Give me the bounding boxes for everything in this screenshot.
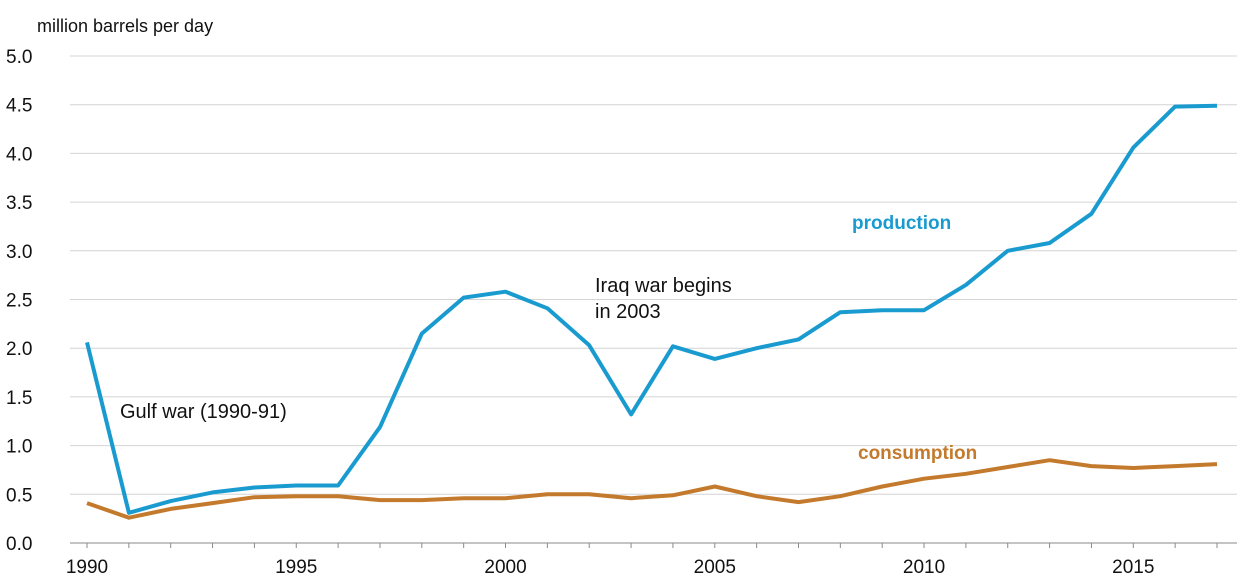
x-tick-label: 2015	[1112, 557, 1154, 578]
y-tick-label: 4.5	[6, 96, 32, 117]
x-tick-label: 1995	[275, 557, 317, 578]
annotation-iraq-war-line2: in 2003	[595, 301, 661, 323]
series-line-consumption	[86, 458, 1218, 520]
y-tick-label: 2.5	[6, 291, 32, 312]
x-tick-label: 2000	[484, 557, 526, 578]
y-axis-unit-label: million barrels per day	[37, 16, 213, 36]
y-tick-label: 1.5	[6, 388, 32, 409]
x-tick-label: 2010	[903, 557, 945, 578]
y-tick-label: 1.0	[6, 437, 32, 458]
x-tick-label: 1990	[66, 557, 108, 578]
annotation-gulf-war: Gulf war (1990-91)	[120, 401, 287, 423]
gridlines	[70, 55, 1237, 544]
series-label-production: production	[852, 213, 951, 234]
x-tick-label: 2005	[694, 557, 736, 578]
y-tick-label: 4.0	[6, 144, 32, 165]
y-tick-label: 2.0	[6, 339, 32, 360]
y-axis-ticks: 0.0 0.5 1.0 1.5 2.0 2.5 3.0 3.5 4.0 4.5 5.0	[6, 47, 32, 555]
y-tick-label: 0.0	[6, 534, 32, 555]
y-tick-label: 0.5	[6, 485, 32, 506]
y-tick-label: 3.5	[6, 193, 32, 214]
y-tick-label: 3.0	[6, 242, 32, 263]
series-lines	[85, 103, 1218, 520]
x-axis-ticks: 1990 1995 2000 2005 2010 2015	[66, 543, 1218, 578]
series-line-production	[85, 103, 1218, 515]
series-label-consumption: consumption	[858, 443, 977, 464]
annotation-iraq-war-line1: Iraq war begins	[595, 275, 732, 297]
y-tick-label: 5.0	[6, 47, 32, 68]
